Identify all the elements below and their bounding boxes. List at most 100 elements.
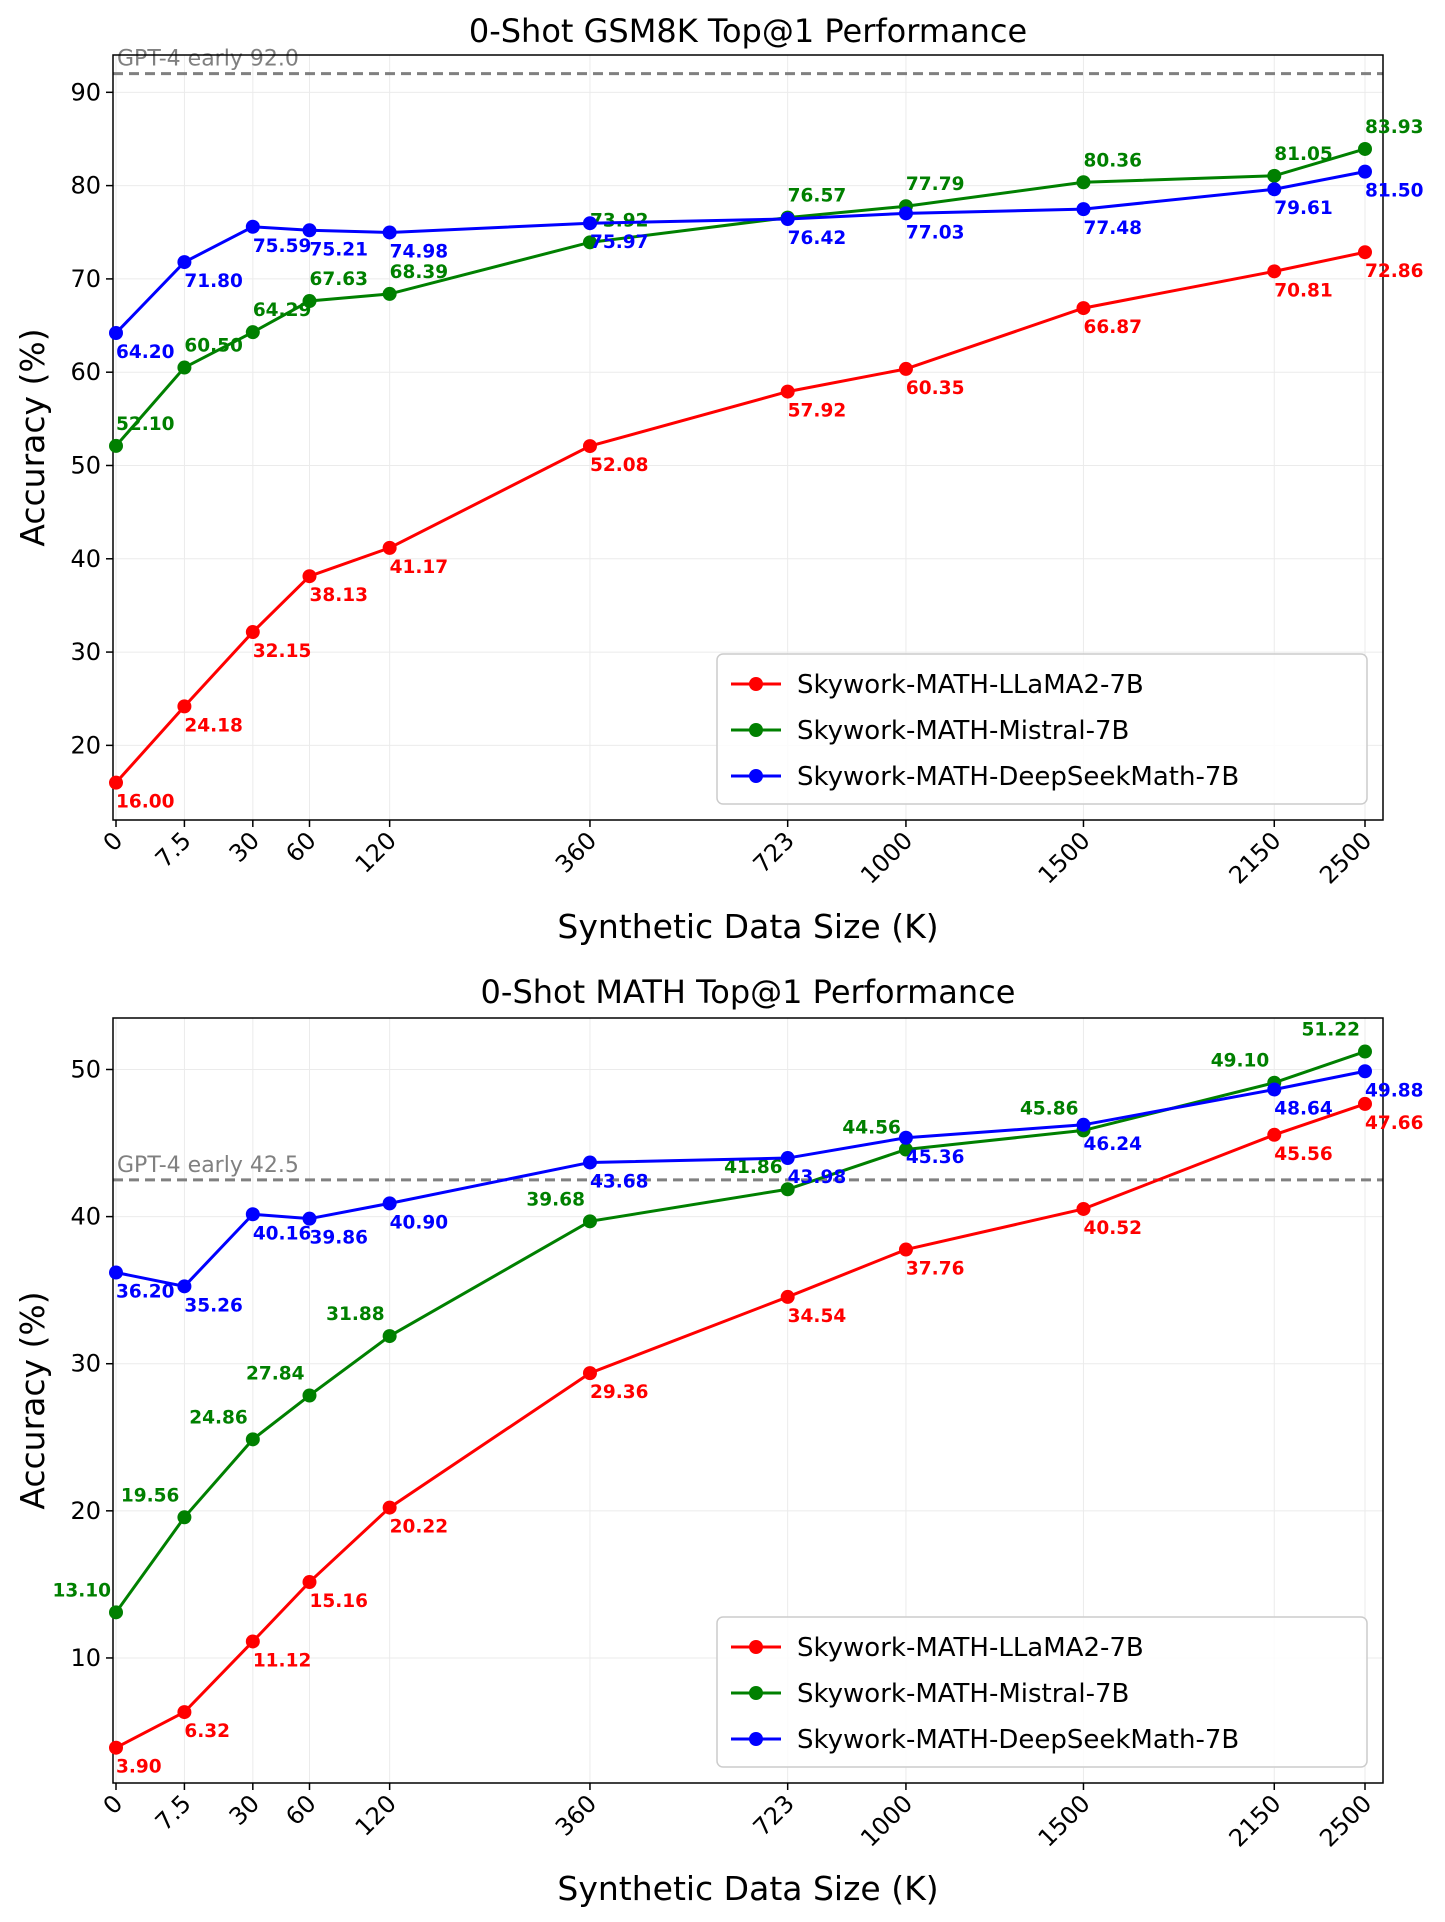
data-point: [780, 1151, 795, 1166]
data-label: 20.22: [390, 1517, 449, 1538]
x-tick-label: 360: [550, 826, 602, 878]
data-point: [780, 212, 795, 227]
data-label: 70.81: [1274, 280, 1333, 301]
x-tick-label: 1500: [1033, 1789, 1096, 1852]
y-tick-label: 70: [70, 265, 101, 293]
y-tick-label: 90: [70, 78, 101, 106]
data-point: [582, 216, 597, 231]
legend-swatch-marker: [749, 677, 763, 691]
data-point: [245, 1207, 260, 1222]
data-point: [302, 1211, 317, 1226]
x-tick-label: 723: [748, 826, 800, 878]
x-tick-label: 120: [350, 1789, 402, 1841]
data-label: 35.26: [184, 1295, 243, 1316]
math-chart: GPT-4 early 42.5 10 20 30 40 50 0 7.5 30 60 120 360…: [13, 973, 1424, 1908]
x-tick-label: 30: [224, 1789, 265, 1830]
data-point: [582, 1155, 597, 1170]
series-0: 16.00 24.18 32.15 38.13 41.17 52.08 57.92 60.35…: [109, 245, 1424, 813]
data-point: [109, 1265, 123, 1280]
legend: Skywork-MATH-LLaMA2-7B Skywork-MATH-Mistr…: [716, 653, 1368, 805]
data-point: [1076, 175, 1091, 190]
data-label: 44.56: [842, 1118, 901, 1139]
plot-frame: [112, 1017, 1384, 1784]
data-point: [898, 361, 913, 376]
data-label: 19.56: [121, 1485, 180, 1506]
chart-title: 0-Shot GSM8K Top@1 Performance: [469, 12, 1027, 50]
data-label: 72.86: [1365, 261, 1424, 282]
data-point: [898, 1242, 913, 1257]
data-point: [245, 1432, 260, 1447]
data-label: 60.35: [906, 378, 965, 399]
data-point: [1358, 164, 1372, 179]
data-point: [382, 1196, 397, 1211]
legend-swatch-marker: [749, 1640, 763, 1654]
series-line: [114, 147, 1366, 447]
data-point: [302, 223, 317, 238]
legend-label: Skywork-MATH-DeepSeekMath-7B: [797, 762, 1239, 792]
series-1: 52.10 60.50 64.29 67.63 68.39 73.92 76.57 77.79…: [109, 117, 1424, 453]
data-point: [780, 1289, 795, 1304]
data-point: [898, 1142, 913, 1157]
y-tick-label: 30: [70, 638, 101, 666]
series-line: [114, 1050, 1366, 1614]
data-point: [780, 1182, 795, 1197]
data-label: 73.92: [590, 210, 649, 231]
data-point: [177, 1279, 192, 1294]
data-point: [1358, 245, 1372, 260]
data-label: 79.61: [1274, 198, 1333, 219]
data-label: 39.68: [526, 1189, 585, 1210]
data-point: [382, 1500, 397, 1515]
data-point: [1358, 1044, 1372, 1059]
x-tick-label: 0: [98, 1789, 129, 1820]
legend-swatch-marker: [749, 1732, 763, 1746]
y-tick-label: 40: [70, 545, 101, 573]
data-label: 76.42: [788, 228, 847, 249]
data-point: [177, 1705, 192, 1720]
x-tick-label: 60: [280, 1789, 321, 1830]
data-label: 3.90: [116, 1757, 162, 1778]
x-tick-label: 120: [350, 826, 402, 878]
x-tick-label: 360: [550, 1789, 602, 1841]
x-tick-label: 1500: [1033, 826, 1096, 889]
data-point: [109, 775, 123, 790]
data-point: [302, 1575, 317, 1590]
data-label: 43.68: [590, 1171, 649, 1192]
data-label: 76.57: [788, 186, 847, 207]
data-label: 47.66: [1365, 1113, 1424, 1134]
data-label: 77.79: [906, 174, 965, 195]
series-0: 3.90 6.32 11.12 15.16 20.22 29.36 34.54 37.76 40…: [109, 1096, 1424, 1778]
data-point: [109, 326, 123, 341]
data-point: [1076, 202, 1091, 217]
data-label: 75.59: [253, 236, 312, 257]
gsm8k-chart: GPT-4 early 92.0 20 30 40 50 60 70 80 90 0 7.5 30 60…: [13, 12, 1424, 946]
data-point: [245, 1634, 260, 1649]
data-label: 11.12: [253, 1650, 312, 1671]
data-label: 15.16: [309, 1591, 368, 1612]
y-tick-label: 30: [70, 1350, 101, 1378]
data-label: 40.90: [390, 1212, 449, 1233]
legend-swatch-marker: [749, 1686, 763, 1700]
data-point: [177, 1510, 192, 1525]
data-point: [382, 286, 397, 301]
data-label: 29.36: [590, 1382, 649, 1403]
data-label: 52.10: [116, 414, 175, 435]
x-tick-label: 1000: [855, 1789, 918, 1852]
data-label: 27.84: [246, 1363, 305, 1384]
plot-frame: [112, 54, 1384, 821]
data-point: [1358, 141, 1372, 156]
y-tick-label: 40: [70, 1203, 101, 1231]
chart-title: 0-Shot MATH Top@1 Performance: [481, 973, 1016, 1011]
x-tick-label: 2150: [1224, 1789, 1287, 1852]
y-tick-label: 50: [70, 451, 101, 479]
data-label: 16.00: [116, 792, 175, 813]
data-point: [582, 235, 597, 250]
data-label: 40.16: [253, 1223, 312, 1244]
legend-swatch-marker: [749, 769, 763, 783]
x-tick-label: 2150: [1224, 826, 1287, 889]
x-axis-label: Synthetic Data Size (K): [557, 907, 938, 946]
data-point: [1076, 1117, 1091, 1132]
data-label: 52.08: [590, 455, 649, 476]
data-label: 74.98: [390, 241, 449, 262]
